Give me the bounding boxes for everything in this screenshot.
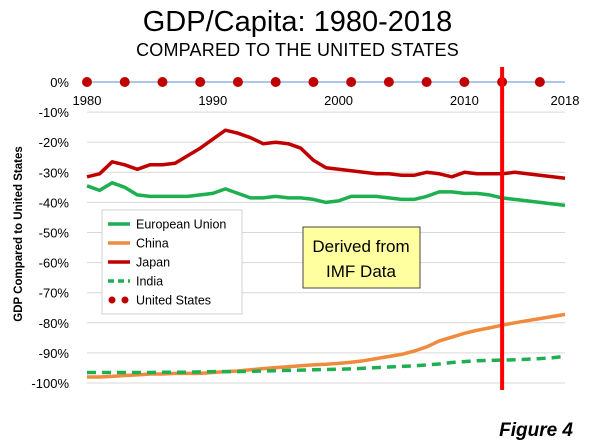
legend-label: China: [136, 237, 169, 251]
series-line-european-union: [86, 181, 566, 208]
series-point-united-states: [119, 77, 130, 87]
y-tick-label: 0%: [50, 75, 69, 90]
series-point-united-states: [421, 77, 432, 87]
x-axis-tick-labels: 1980 1990 2000 2010 2018: [73, 93, 580, 108]
legend-label: European Union: [136, 218, 226, 232]
series-point-united-states: [195, 77, 206, 87]
series-line-india: [87, 354, 566, 375]
series-point-united-states: [308, 77, 319, 87]
annotation-background: [302, 226, 421, 289]
series-point-united-states: [232, 77, 243, 87]
legend: European Union China Japan India United Stat…: [101, 209, 243, 315]
y-tick-label: -30%: [39, 165, 70, 180]
y-tick-label: -50%: [39, 226, 70, 241]
x-tick-label: 1990: [198, 93, 227, 108]
series-line-japan: [86, 128, 566, 181]
series-point-united-states: [383, 77, 394, 87]
legend-label: India: [136, 275, 163, 289]
y-tick-label: -70%: [39, 286, 70, 301]
y-tick-label: -90%: [39, 346, 70, 361]
series-point-united-states: [459, 77, 470, 87]
y-tick-label: -40%: [39, 195, 70, 210]
series-lines: [82, 77, 566, 379]
y-tick-label: -10%: [39, 105, 70, 120]
series-point-united-states: [82, 77, 92, 87]
y-axis-label: GDP Compared to United States: [13, 146, 25, 322]
series-line-china: [87, 312, 566, 379]
chart-title: GDP/Capita: 1980-2018: [142, 6, 453, 38]
x-tick-label: 2010: [450, 93, 479, 108]
annotation-line-2: IMF Data: [326, 262, 396, 281]
y-tick-label: -20%: [39, 135, 70, 150]
y-tick-label: -60%: [39, 256, 70, 271]
legend-swatch: [108, 296, 116, 304]
series-point-united-states: [270, 77, 281, 87]
legend-label: Japan: [136, 256, 170, 270]
x-tick-label: 1980: [73, 93, 102, 108]
annotation-line-1: Derived from: [312, 237, 409, 256]
chart-subtitle: COMPARED TO THE UNITED STATES: [136, 40, 459, 60]
series-point-united-states: [534, 77, 545, 87]
legend-label: United States: [136, 294, 211, 308]
y-tick-label: -100%: [31, 376, 69, 391]
series-point-united-states: [346, 77, 357, 87]
legend-swatch: [121, 296, 129, 304]
x-tick-label: 2018: [551, 93, 580, 108]
y-axis-tick-labels: 0% -10% -20% -30% -40% -50% -60% -70% -80% -90% -1…: [31, 75, 69, 391]
x-tick-label: 2000: [324, 93, 353, 108]
y-tick-label: -80%: [39, 316, 70, 331]
figure-label: Figure 4: [499, 420, 573, 441]
annotation-box: Derived from IMF Data: [302, 226, 421, 289]
series-point-united-states: [157, 77, 168, 87]
